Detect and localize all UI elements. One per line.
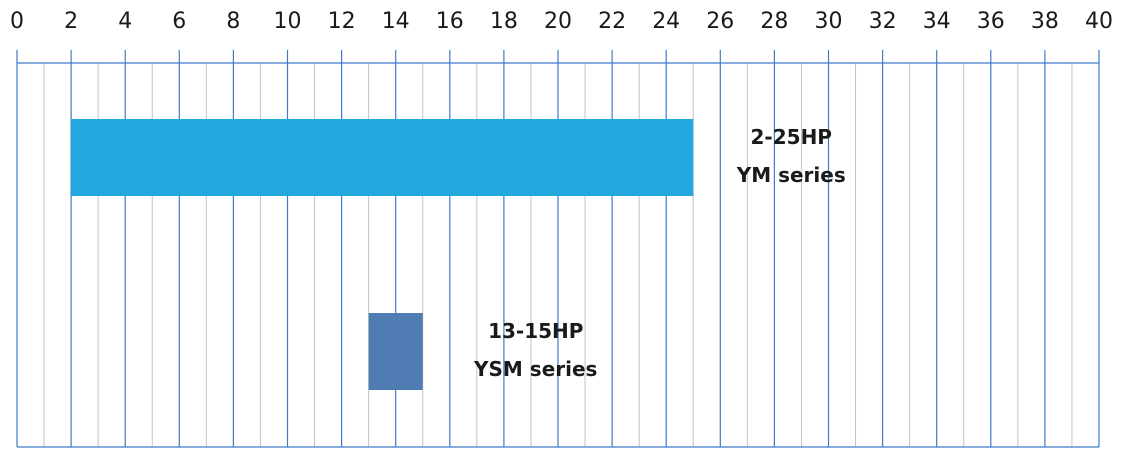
x-tick-label: 30 [815,9,843,34]
x-tick-label: 2 [64,9,78,34]
x-tick-label: 14 [382,9,410,34]
x-tick-label: 40 [1085,9,1113,34]
x-tick-label: 4 [118,9,132,34]
bar-label: YM series [736,163,846,187]
x-tick-label: 22 [598,9,626,34]
x-tick-label: 16 [436,9,464,34]
x-tick-label: 32 [869,9,897,34]
x-tick-label: 26 [706,9,734,34]
bar-label: YSM series [473,357,597,381]
x-tick-label: 10 [274,9,302,34]
x-tick-label: 34 [923,9,951,34]
x-tick-label: 12 [328,9,356,34]
bar-label: 2-25HP [751,125,832,149]
x-tick-label: 0 [10,9,24,34]
x-tick-label: 8 [226,9,240,34]
x-tick-label: 20 [544,9,572,34]
range-bar [71,119,694,196]
x-tick-label: 6 [172,9,186,34]
x-tick-label: 38 [1031,9,1059,34]
x-tick-label: 36 [977,9,1005,34]
x-tick-label: 18 [490,9,518,34]
x-tick-label: 24 [652,9,680,34]
range-bar [368,313,423,390]
bar-label: 13-15HP [488,319,583,343]
x-tick-label: 28 [760,9,788,34]
